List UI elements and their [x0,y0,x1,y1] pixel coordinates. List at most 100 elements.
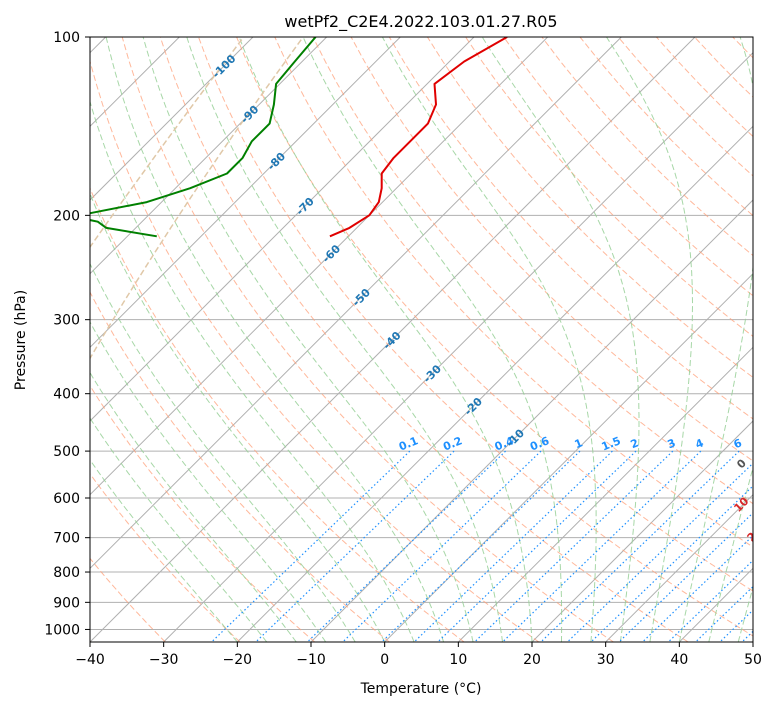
moist-adiabat-line [142,37,474,642]
dry-adiabat-line [694,37,753,98]
chart-title: wetPf2_C2E4.2022.103.01.27.R05 [284,12,557,32]
y-tick-label: 400 [53,387,80,403]
plot-frame [89,36,754,643]
dry-adiabat-line [90,472,241,642]
moist-adiabat-label: 0 [734,456,749,471]
dry-adiabat-line [350,37,753,462]
mixing-ratio-line [342,450,542,642]
dry-adiabat-line [465,37,753,338]
isotherm-line [752,641,753,642]
moist-adiabat-line [90,371,297,642]
mixing-ratio-line [667,559,753,642]
x-tick-label: 0 [380,652,389,668]
mixing-ratio-label: 1 [573,436,585,451]
saturation-curve [90,37,245,249]
dry-adiabat-line [388,37,753,420]
moist-adiabat-label: 40 [768,584,775,604]
dry-adiabat-line [732,37,753,59]
isotherm-line [236,125,753,642]
x-tick-label: 30 [597,652,615,668]
moist-adiabat-label: 30 [757,554,775,574]
mixing-ratio-line [719,609,753,642]
dry-adiabat-line [159,37,689,642]
dewpoint-profile-line [90,37,317,238]
x-tick-label: 40 [670,652,688,668]
dry-adiabat-line [312,37,753,505]
x-tick-label: −40 [75,652,105,668]
dry-adiabat-line [198,37,753,637]
dry-adiabat-line [541,37,753,257]
dry-adiabat-line [90,186,465,642]
x-tick-label: 10 [449,652,467,668]
axis-layer: −40 −30 −20 −10 0 10 20 30 40 5010020030040050060… [44,30,762,668]
moist-adiabat-line [381,37,597,642]
moist-adiabat-line [90,99,415,642]
grid-layer [90,37,775,642]
isotherm-label: -80 [265,150,288,173]
isotherm-line [457,346,753,642]
moist-adiabat-line [105,37,445,642]
x-axis-label: Temperature (°C) [360,681,482,697]
mixing-ratio-line [540,450,740,642]
moist-adiabat-line [186,37,503,642]
y-tick-label: 900 [53,595,80,611]
moist-adiabat-line [678,37,753,642]
isotherm-line [90,37,328,275]
dry-adiabat-line [274,37,753,548]
dry-adiabat-line [771,37,775,642]
y-tick-label: 600 [53,491,80,507]
mixing-ratio-label: 6 [732,436,744,451]
y-axis-label: Pressure (hPa) [13,290,29,390]
dry-adiabat-line [236,37,753,592]
isotherm-line [90,37,549,496]
mixing-ratio-line [255,450,455,642]
mixing-ratio-line [211,450,411,642]
moist-adiabat-label: 10 [731,494,751,514]
moist-adiabat-label: 20 [745,524,765,544]
moist-adiabat-line [481,37,640,642]
isotherm-line [605,493,753,642]
dry-adiabat-line [656,37,753,138]
saturation-curve [90,37,304,360]
mixing-ratio-label: 4 [694,436,706,451]
temperature-profile-line [329,37,508,238]
moist-adiabat-line [90,262,356,642]
isotherm-line [531,420,753,642]
mixing-ratio-line [618,512,753,642]
x-tick-label: −10 [296,652,326,668]
y-tick-label: 200 [53,208,80,224]
moist-adiabat-line [90,459,238,642]
mixing-ratio-label: 8 [758,436,770,451]
mixing-ratio-line [502,450,702,642]
isotherm-line [90,37,254,201]
dry-adiabat-line [426,37,753,378]
isotherm-label: -100 [210,52,239,81]
mixing-ratio-line [566,462,753,642]
label-layer: 0.10.20.40.611.52346810131620253036-100-… [210,52,775,604]
x-tick-label: −30 [149,652,179,668]
moist-adiabat-line [238,37,533,642]
y-tick-label: 1000 [44,622,80,638]
moist-adiabat-line [90,192,386,642]
dry-adiabat-line [90,384,316,642]
mixing-ratio-line [381,450,581,642]
mixing-ratio-line [695,585,753,642]
mixing-ratio-line [590,485,753,642]
dry-adiabat-line [90,557,166,642]
x-tick-label: 50 [744,652,762,668]
isotherm-line [384,272,753,642]
isotherm-line [310,199,753,642]
moist-adiabat-line [302,37,563,642]
y-tick-label: 700 [53,531,80,547]
isotherm-line [163,51,753,642]
mixing-ratio-line [437,450,637,642]
isotherm-line [678,567,753,642]
isotherm-line [90,37,475,422]
mixing-ratio-label: 3 [666,436,678,451]
dry-adiabat-line [503,37,753,297]
data-layer [90,37,508,238]
y-tick-label: 300 [53,313,80,329]
x-tick-label: 20 [523,652,541,668]
mixing-ratio-line [474,450,674,642]
